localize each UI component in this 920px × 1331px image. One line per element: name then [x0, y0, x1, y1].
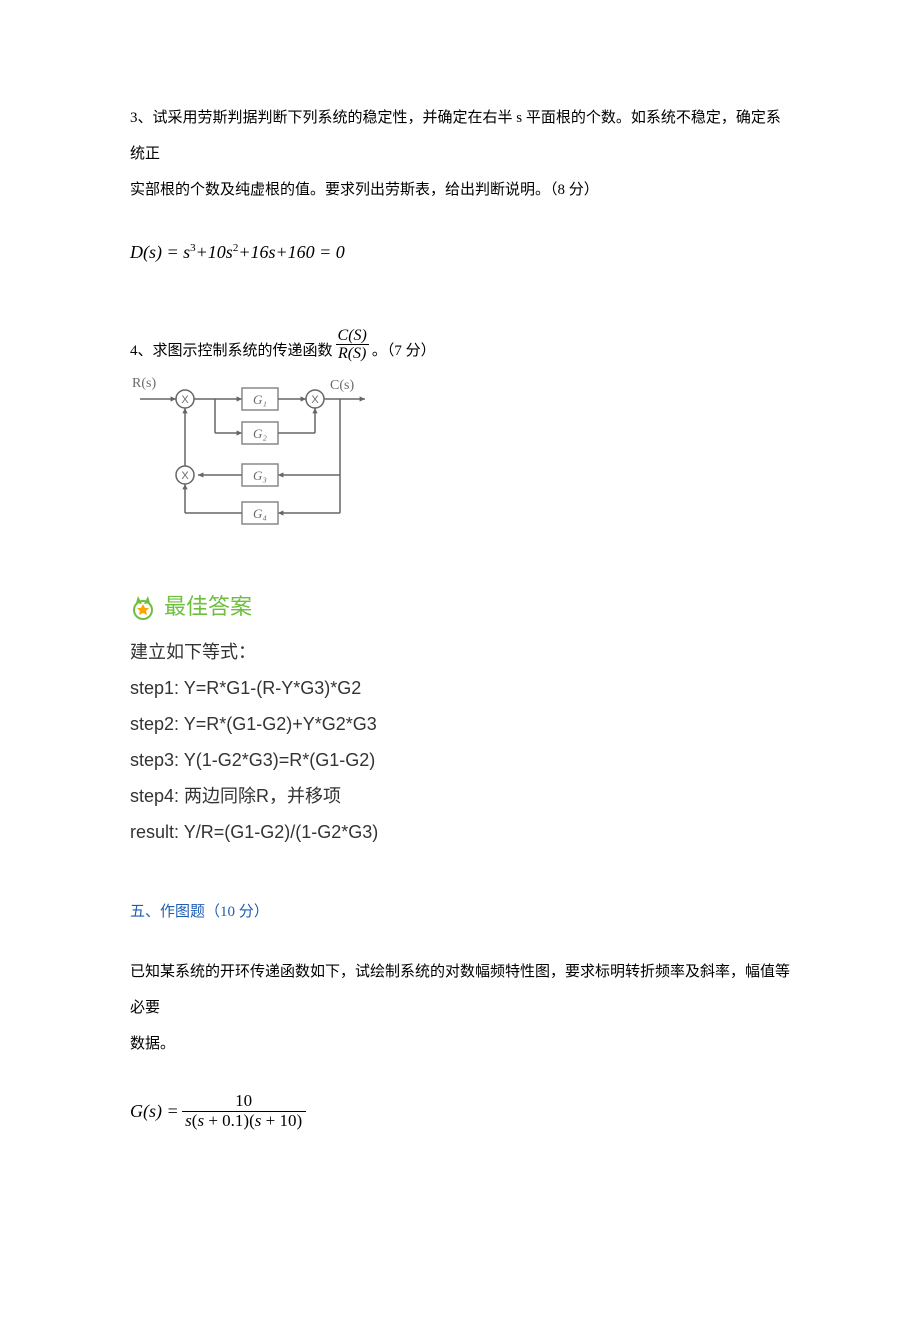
answer-line: step1: Y=R*G1-(R-Y*G3)*G2	[130, 670, 790, 706]
section5-formula: G(s) = 10 s(s + 0.1)(s + 10)	[130, 1092, 790, 1130]
q3-line2: 实部根的个数及纯虚根的值。要求列出劳斯表，给出判断说明。（8 分）	[130, 182, 599, 198]
svg-text:X: X	[181, 470, 189, 482]
q4-frac-num: C(S)	[336, 327, 369, 346]
svg-text:G₁: G₁	[253, 392, 267, 407]
svg-text:X: X	[181, 394, 189, 406]
answer-line: result: Y/R=(G1-G2)/(1-G2*G3)	[130, 814, 790, 850]
section5-line1: 已知某系统的开环传递函数如下，试绘制系统的对数幅频特性图，要求标明转折频率及斜率…	[130, 964, 790, 1016]
q4-prefix: 4、求图示控制系统的传递函数	[130, 339, 333, 363]
gformula-den: s(s + 0.1)(s + 10)	[183, 1112, 304, 1131]
block-diagram: R(s) C(s) X G₁ X G₂ G₃ X G₄	[130, 371, 790, 559]
answer-line: 建立如下等式：	[130, 634, 790, 670]
q4-suffix: 。（7 分）	[372, 339, 436, 363]
svg-text:G₄: G₄	[253, 506, 267, 521]
gformula-num: 10	[182, 1092, 306, 1112]
best-answer-header: 最佳答案	[130, 589, 790, 624]
gformula-lhs: G(s) =	[130, 1097, 179, 1126]
gformula-frac: 10 s(s + 0.1)(s + 10)	[182, 1092, 306, 1130]
medal-icon	[130, 594, 156, 620]
svg-text:R(s): R(s)	[132, 376, 156, 391]
svg-text:G₃: G₃	[253, 468, 267, 483]
section5-title: 五、作图题（10 分）	[130, 900, 790, 924]
svg-text:G₂: G₂	[253, 426, 267, 441]
q4-frac-den: R(S)	[336, 345, 368, 363]
answer-line: step3: Y(1-G2*G3)=R*(G1-G2)	[130, 742, 790, 778]
q4-text: 4、求图示控制系统的传递函数 C(S) R(S) 。（7 分）	[130, 327, 790, 363]
svg-text:C(s): C(s)	[330, 378, 354, 393]
q3-line1: 3、试采用劳斯判据判断下列系统的稳定性，并确定在右半 s 平面根的个数。如系统不…	[130, 110, 781, 162]
answer-line: step4: 两边同除R，并移项	[130, 778, 790, 814]
best-answer-title: 最佳答案	[164, 589, 252, 624]
svg-text:X: X	[311, 394, 319, 406]
q3-text: 3、试采用劳斯判据判断下列系统的稳定性，并确定在右半 s 平面根的个数。如系统不…	[130, 100, 790, 208]
section5-line2: 数据。	[130, 1036, 175, 1052]
q3-formula: D(s) = s3+10s2+16s+160 = 0	[130, 238, 790, 267]
block-diagram-svg: R(s) C(s) X G₁ X G₂ G₃ X G₄	[130, 371, 390, 551]
q4-fraction: C(S) R(S)	[336, 327, 369, 363]
answer-line: step2: Y=R*(G1-G2)+Y*G2*G3	[130, 706, 790, 742]
section5-body: 已知某系统的开环传递函数如下，试绘制系统的对数幅频特性图，要求标明转折频率及斜率…	[130, 954, 790, 1062]
best-answer-body: 建立如下等式：step1: Y=R*G1-(R-Y*G3)*G2step2: Y…	[130, 634, 790, 850]
